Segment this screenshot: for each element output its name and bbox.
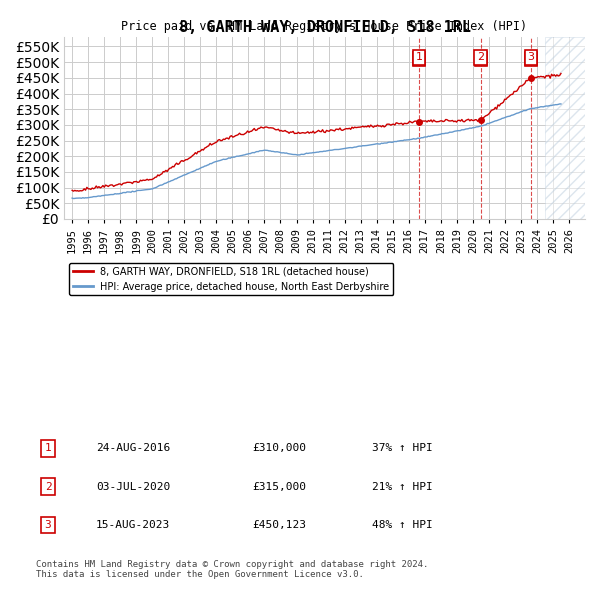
Text: 03-JUL-2020: 03-JUL-2020 <box>96 482 170 491</box>
Text: 3: 3 <box>527 53 535 63</box>
Text: £450,123: £450,123 <box>252 520 306 530</box>
Text: 1: 1 <box>416 53 422 63</box>
Text: 21% ↑ HPI: 21% ↑ HPI <box>372 482 433 491</box>
Text: 3: 3 <box>527 54 535 64</box>
Text: 37% ↑ HPI: 37% ↑ HPI <box>372 444 433 453</box>
Text: £315,000: £315,000 <box>252 482 306 491</box>
Text: 2: 2 <box>477 54 484 64</box>
Text: 2: 2 <box>44 482 52 491</box>
Title: 8, GARTH WAY, DRONFIELD, S18 1RL: 8, GARTH WAY, DRONFIELD, S18 1RL <box>179 19 470 35</box>
Text: £310,000: £310,000 <box>252 444 306 453</box>
Text: 1: 1 <box>416 54 422 64</box>
Text: 15-AUG-2023: 15-AUG-2023 <box>96 520 170 530</box>
Text: Price paid vs. HM Land Registry's House Price Index (HPI): Price paid vs. HM Land Registry's House … <box>121 21 527 34</box>
Text: 1: 1 <box>44 444 52 453</box>
Text: 2: 2 <box>477 53 484 63</box>
Text: 24-AUG-2016: 24-AUG-2016 <box>96 444 170 453</box>
Text: 3: 3 <box>44 520 52 530</box>
Legend: 8, GARTH WAY, DRONFIELD, S18 1RL (detached house), HPI: Average price, detached : 8, GARTH WAY, DRONFIELD, S18 1RL (detach… <box>70 263 394 296</box>
Text: Contains HM Land Registry data © Crown copyright and database right 2024.
This d: Contains HM Land Registry data © Crown c… <box>36 560 428 579</box>
Text: 48% ↑ HPI: 48% ↑ HPI <box>372 520 433 530</box>
